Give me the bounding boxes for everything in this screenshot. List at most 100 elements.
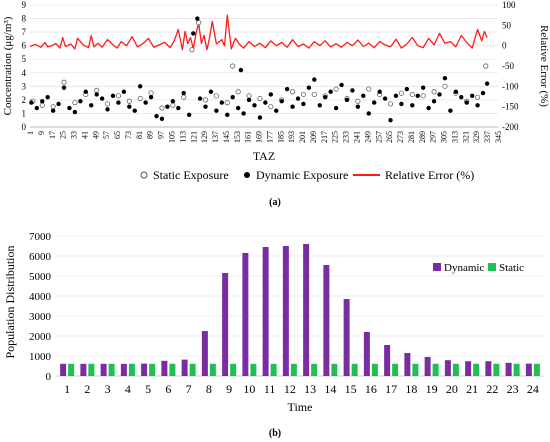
panel-a-x-tick-label: 313: [450, 131, 459, 143]
static-bar: [452, 363, 459, 376]
dynamic-exposure-point: [377, 89, 382, 94]
dynamic-exposure-point: [399, 101, 404, 107]
panel-b-x-tick-label: 22: [486, 382, 498, 396]
dynamic-exposure-point: [404, 86, 410, 92]
legend-dynamic-label: Dynamic Exposure: [256, 168, 348, 182]
panel-b-x-tick-label: 7: [186, 382, 192, 396]
dynamic-exposure-point: [83, 89, 88, 94]
dynamic-exposure-point: [246, 97, 252, 103]
dynamic-exposure-point: [241, 111, 246, 116]
dynamic-exposure-point: [165, 104, 170, 109]
panel-a-x-tick-label: 1: [26, 131, 35, 135]
dynamic-exposure-point: [301, 101, 306, 107]
panel-b-x-tick-label: 20: [446, 382, 458, 396]
static-exposure-point: [50, 104, 56, 110]
panel-a-x-tick-label: 129: [200, 131, 209, 143]
panel-a-y-tick-label: 9: [22, 0, 27, 10]
static-bar: [270, 363, 277, 376]
static-exposure-point: [289, 89, 296, 95]
dynamic-exposure-point: [388, 118, 393, 123]
panel-b-x-tick-label: 8: [206, 382, 212, 396]
panel-b-x-tick-label: 18: [405, 382, 417, 396]
dynamic-exposure-point: [442, 76, 448, 81]
dynamic-exposure-point: [361, 93, 366, 99]
dynamic-exposure-point: [61, 85, 67, 90]
panel-a-x-tick-label: 289: [418, 131, 427, 143]
dynamic-bar: [201, 331, 208, 376]
static-exposure-point: [474, 94, 481, 100]
dynamic-exposure-point: [50, 108, 56, 113]
dynamic-bar: [282, 246, 289, 376]
panel-a-y2-tick-label: 100: [502, 0, 516, 10]
static-exposure-point: [72, 100, 78, 106]
panel-a-x-tick-label: 121: [189, 131, 198, 143]
dynamic-exposure-point: [34, 105, 40, 111]
static-exposure-point: [104, 101, 111, 107]
panel-a-y-tick-label: 1: [22, 108, 27, 118]
dynamic-exposure-point: [186, 112, 192, 118]
static-bar: [533, 363, 540, 376]
dynamic-exposure-point: [480, 90, 486, 96]
dynamic-exposure-point: [238, 67, 244, 73]
dynamic-bar: [444, 360, 451, 376]
dynamic-exposure-point: [116, 100, 121, 105]
panel-a-x-tick-label: 57: [102, 131, 111, 139]
panel-b-legend: Dynamic Static: [433, 262, 524, 274]
dynamic-exposure-point: [284, 86, 290, 92]
dynamic-exposure-series: [29, 16, 490, 123]
dynamic-bar: [120, 363, 127, 376]
static-bar: [331, 363, 338, 376]
relative-error-series: [29, 14, 488, 51]
panel-a-x-tick-label: 185: [276, 131, 285, 143]
legend-static-bar-label: Static: [499, 262, 524, 274]
panel-a-x-tick-label: 329: [472, 131, 481, 143]
panel-b-y-tick-label: 3000: [29, 311, 52, 323]
panel-b-x-tick-label: 14: [324, 382, 336, 396]
panel-a-x-tick-label: 65: [113, 131, 122, 139]
static-exposure-point: [420, 93, 426, 99]
panel-a-x-tick-label: 41: [80, 131, 89, 139]
dynamic-exposure-point: [203, 104, 208, 109]
panel-a-y2-tick-label: -200: [502, 122, 519, 132]
dynamic-exposure-point: [317, 103, 322, 108]
dynamic-exposure-point: [484, 81, 490, 86]
panel-b-x-tick-label: 17: [385, 382, 397, 396]
panel-b-x-tick-label: 13: [304, 382, 316, 396]
static-exposure-point: [409, 91, 415, 98]
panel-a-x-tick-label: 241: [353, 131, 362, 143]
dynamic-exposure-point: [426, 105, 431, 111]
static-exposure-point: [39, 102, 45, 108]
panel-a-gridlines: [30, 4, 498, 114]
legend-static-marker: [140, 171, 148, 179]
dynamic-exposure-point: [339, 82, 344, 88]
static-exposure-point: [333, 86, 339, 92]
panel-a-x-tick-label: 233: [342, 131, 351, 143]
panel-a-x-tick-label: 201: [298, 131, 307, 143]
panel-b-y-tick-label: 1000: [29, 351, 52, 363]
dynamic-exposure-point: [323, 94, 328, 100]
static-exposure-series: [30, 20, 489, 111]
static-bar: [351, 363, 358, 376]
panel-a-y2-axis-title: Relative Error (%): [538, 25, 550, 107]
panel-a-y2-tick-label: 50: [502, 20, 512, 30]
dynamic-exposure-point: [415, 93, 420, 99]
dynamic-bar: [262, 247, 269, 376]
static-exposure-point: [366, 86, 372, 92]
panel-a-x-tick-label: 17: [48, 131, 57, 139]
panel-a-x-tick-label: 145: [222, 131, 231, 143]
dynamic-bar: [323, 265, 330, 376]
panel-a-y2-tick-label: -50: [502, 61, 514, 71]
panel-a-x-tick-label: 25: [59, 131, 68, 139]
dynamic-exposure-point: [159, 116, 165, 122]
legend-dynamic-swatch: [433, 263, 441, 271]
panel-b-x-axis-title: Time: [288, 400, 313, 414]
static-exposure-point: [235, 89, 241, 95]
static-exposure-point: [246, 93, 252, 99]
static-exposure-point: [483, 63, 489, 69]
panel-a-x-tick-label: 161: [244, 131, 253, 143]
legend-static-swatch: [488, 263, 496, 271]
panel-a-legend: Static Exposure Dynamic Exposure Relativ…: [140, 168, 474, 182]
